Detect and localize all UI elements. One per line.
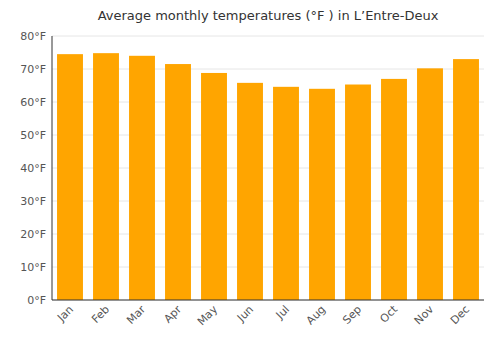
x-tick-label: Oct [377, 302, 400, 325]
bar [417, 68, 443, 300]
x-tick-label: Feb [89, 303, 112, 326]
y-axis-ticks: 0°F 10°F 20°F 30°F 40°F 50°F 60°F 70°F 80°F [20, 30, 46, 307]
x-tick-label: Nov [412, 303, 437, 328]
y-tick-label: 40°F [20, 162, 46, 175]
y-tick-label: 80°F [20, 30, 46, 43]
x-tick-label: May [195, 303, 221, 329]
x-axis-line [52, 300, 484, 301]
y-tick-label: 20°F [20, 228, 46, 241]
bar [57, 54, 83, 300]
bar [309, 89, 335, 300]
y-tick-label: 0°F [27, 294, 46, 307]
bar [345, 85, 371, 300]
x-tick-label: Jul [273, 303, 292, 322]
x-tick-label: Jun [234, 303, 256, 325]
grid-line [52, 300, 484, 301]
bar [165, 64, 191, 300]
chart-container: Average monthly temperatures (°F ) in L’… [0, 0, 500, 350]
x-tick-label: Mar [124, 303, 148, 327]
y-tick-label: 50°F [20, 129, 46, 142]
chart-title: Average monthly temperatures (°F ) in L’… [98, 8, 439, 23]
bars [57, 53, 479, 300]
chart-svg: Average monthly temperatures (°F ) in L’… [0, 0, 500, 350]
x-tick-label: Apr [161, 303, 184, 326]
bar [273, 87, 299, 300]
y-tick-label: 60°F [20, 96, 46, 109]
bar [93, 53, 119, 300]
y-axis-line [52, 36, 53, 300]
grid-line [52, 36, 484, 37]
bar [129, 56, 155, 300]
y-tick-label: 70°F [20, 63, 46, 76]
y-tick-label: 30°F [20, 195, 46, 208]
y-tick-label: 10°F [20, 261, 46, 274]
x-axis-ticks: Jan Feb Mar Apr May Jun Jul Aug Sep Oct Nov Dec [54, 302, 472, 328]
bar [201, 73, 227, 300]
x-tick-label: Dec [448, 303, 472, 327]
x-tick-label: Sep [340, 303, 364, 327]
bar [381, 79, 407, 300]
bar [237, 83, 263, 300]
bar [453, 59, 479, 300]
grid [52, 36, 484, 300]
x-tick-label: Jan [54, 303, 76, 325]
x-tick-label: Aug [304, 303, 328, 327]
